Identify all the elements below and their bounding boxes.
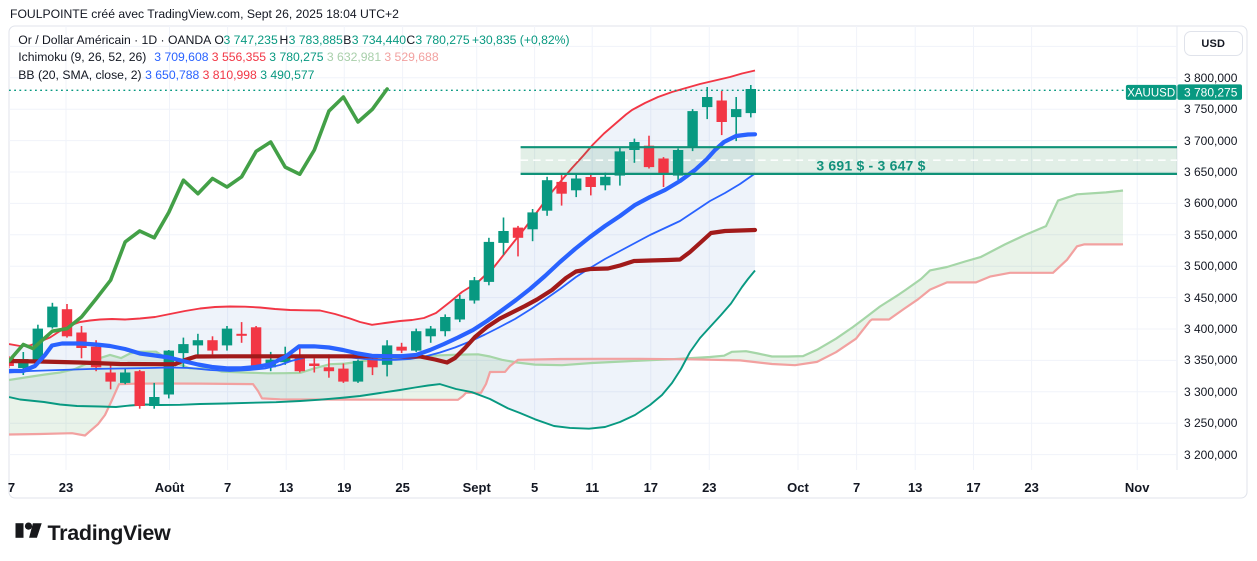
svg-text:3 780,275: 3 780,275 [1184, 85, 1238, 99]
svg-text:XAUUSD: XAUUSD [1127, 87, 1175, 99]
svg-text:3 691 $ - 3 647 $: 3 691 $ - 3 647 $ [816, 158, 925, 174]
